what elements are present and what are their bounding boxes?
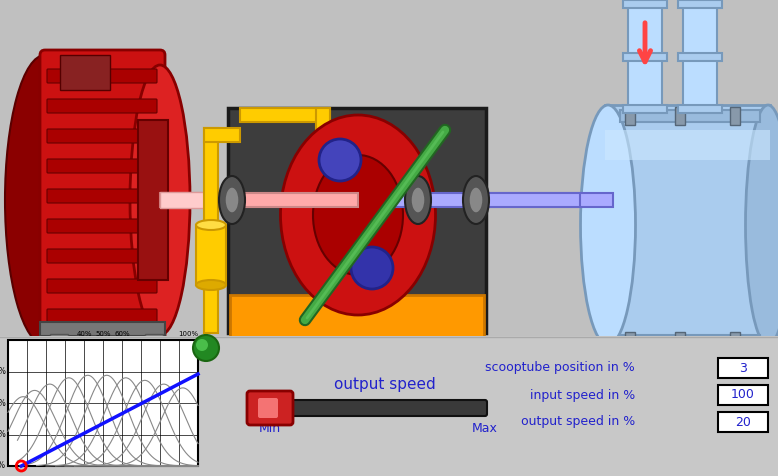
Bar (160, 192, 240, 208)
Bar (228, 193, 358, 207)
Bar (240, 108, 330, 122)
FancyBboxPatch shape (47, 159, 157, 173)
FancyBboxPatch shape (47, 69, 157, 83)
Bar (204, 128, 240, 142)
FancyBboxPatch shape (47, 99, 157, 113)
Bar (628, 0, 662, 108)
Ellipse shape (281, 115, 436, 315)
Bar (625, 107, 635, 125)
FancyBboxPatch shape (47, 129, 157, 143)
Ellipse shape (319, 139, 361, 181)
Bar (678, 0, 722, 8)
Bar (60, 55, 110, 90)
Ellipse shape (745, 105, 778, 345)
FancyBboxPatch shape (47, 249, 157, 263)
Ellipse shape (405, 176, 431, 224)
Bar (204, 283, 218, 333)
Text: 40%: 40% (76, 331, 92, 337)
FancyBboxPatch shape (268, 400, 487, 416)
Bar (730, 332, 740, 350)
Text: scooptube position in %: scooptube position in % (485, 361, 635, 375)
Ellipse shape (225, 187, 239, 213)
Bar (40, 322, 165, 336)
Text: 60%: 60% (114, 331, 130, 337)
Text: 100%: 100% (178, 331, 198, 337)
Bar (683, 0, 717, 108)
Ellipse shape (351, 247, 393, 289)
Text: 100: 100 (731, 388, 755, 401)
FancyBboxPatch shape (47, 279, 157, 293)
Text: 30%: 30% (0, 367, 6, 376)
Ellipse shape (463, 176, 489, 224)
Bar (204, 128, 218, 228)
Bar (605, 105, 770, 345)
Circle shape (196, 339, 208, 351)
Bar (718, 412, 768, 432)
FancyBboxPatch shape (258, 398, 278, 418)
Bar (620, 110, 760, 122)
Bar (395, 193, 580, 207)
Ellipse shape (196, 220, 226, 230)
Bar (625, 332, 635, 350)
Text: 3: 3 (739, 361, 747, 375)
Ellipse shape (313, 155, 403, 275)
Bar (196, 225, 226, 285)
Circle shape (193, 335, 219, 361)
Bar (228, 108, 486, 333)
Bar (675, 107, 685, 125)
FancyBboxPatch shape (47, 219, 157, 233)
Bar (316, 108, 330, 168)
Text: output speed: output speed (334, 377, 436, 393)
Text: input speed in %: input speed in % (530, 388, 635, 401)
Ellipse shape (411, 187, 425, 213)
FancyBboxPatch shape (47, 309, 157, 323)
Ellipse shape (5, 55, 85, 345)
Bar (623, 105, 667, 113)
Text: 10%: 10% (0, 430, 6, 439)
FancyBboxPatch shape (247, 391, 293, 425)
Bar (623, 0, 667, 8)
Bar (488, 193, 613, 207)
Bar (0, 0, 778, 336)
Ellipse shape (469, 187, 483, 213)
Ellipse shape (219, 176, 245, 224)
Text: 20%: 20% (0, 398, 6, 407)
Ellipse shape (196, 280, 226, 290)
FancyBboxPatch shape (40, 50, 165, 350)
Bar (605, 130, 770, 160)
FancyBboxPatch shape (47, 189, 157, 203)
Ellipse shape (130, 65, 190, 335)
Bar (620, 335, 760, 347)
Text: Max: Max (472, 422, 498, 435)
Text: 0%: 0% (0, 462, 6, 470)
Ellipse shape (580, 105, 636, 345)
Bar (678, 53, 722, 61)
Bar (718, 385, 768, 405)
Bar (50, 334, 68, 349)
Bar (675, 332, 685, 350)
Text: output speed in %: output speed in % (520, 416, 635, 428)
Bar (138, 120, 168, 280)
Bar (145, 334, 163, 349)
Bar (730, 107, 740, 125)
Text: Min: Min (259, 422, 281, 435)
Bar (230, 295, 484, 345)
Bar (0, 336, 778, 476)
Bar (718, 358, 768, 378)
Bar (160, 193, 230, 207)
Bar (45, 347, 73, 355)
Text: 50%: 50% (95, 331, 110, 337)
Bar (140, 347, 168, 355)
Bar (8, 340, 198, 466)
Bar (678, 105, 722, 113)
Text: 20: 20 (735, 416, 751, 428)
Bar (623, 53, 667, 61)
